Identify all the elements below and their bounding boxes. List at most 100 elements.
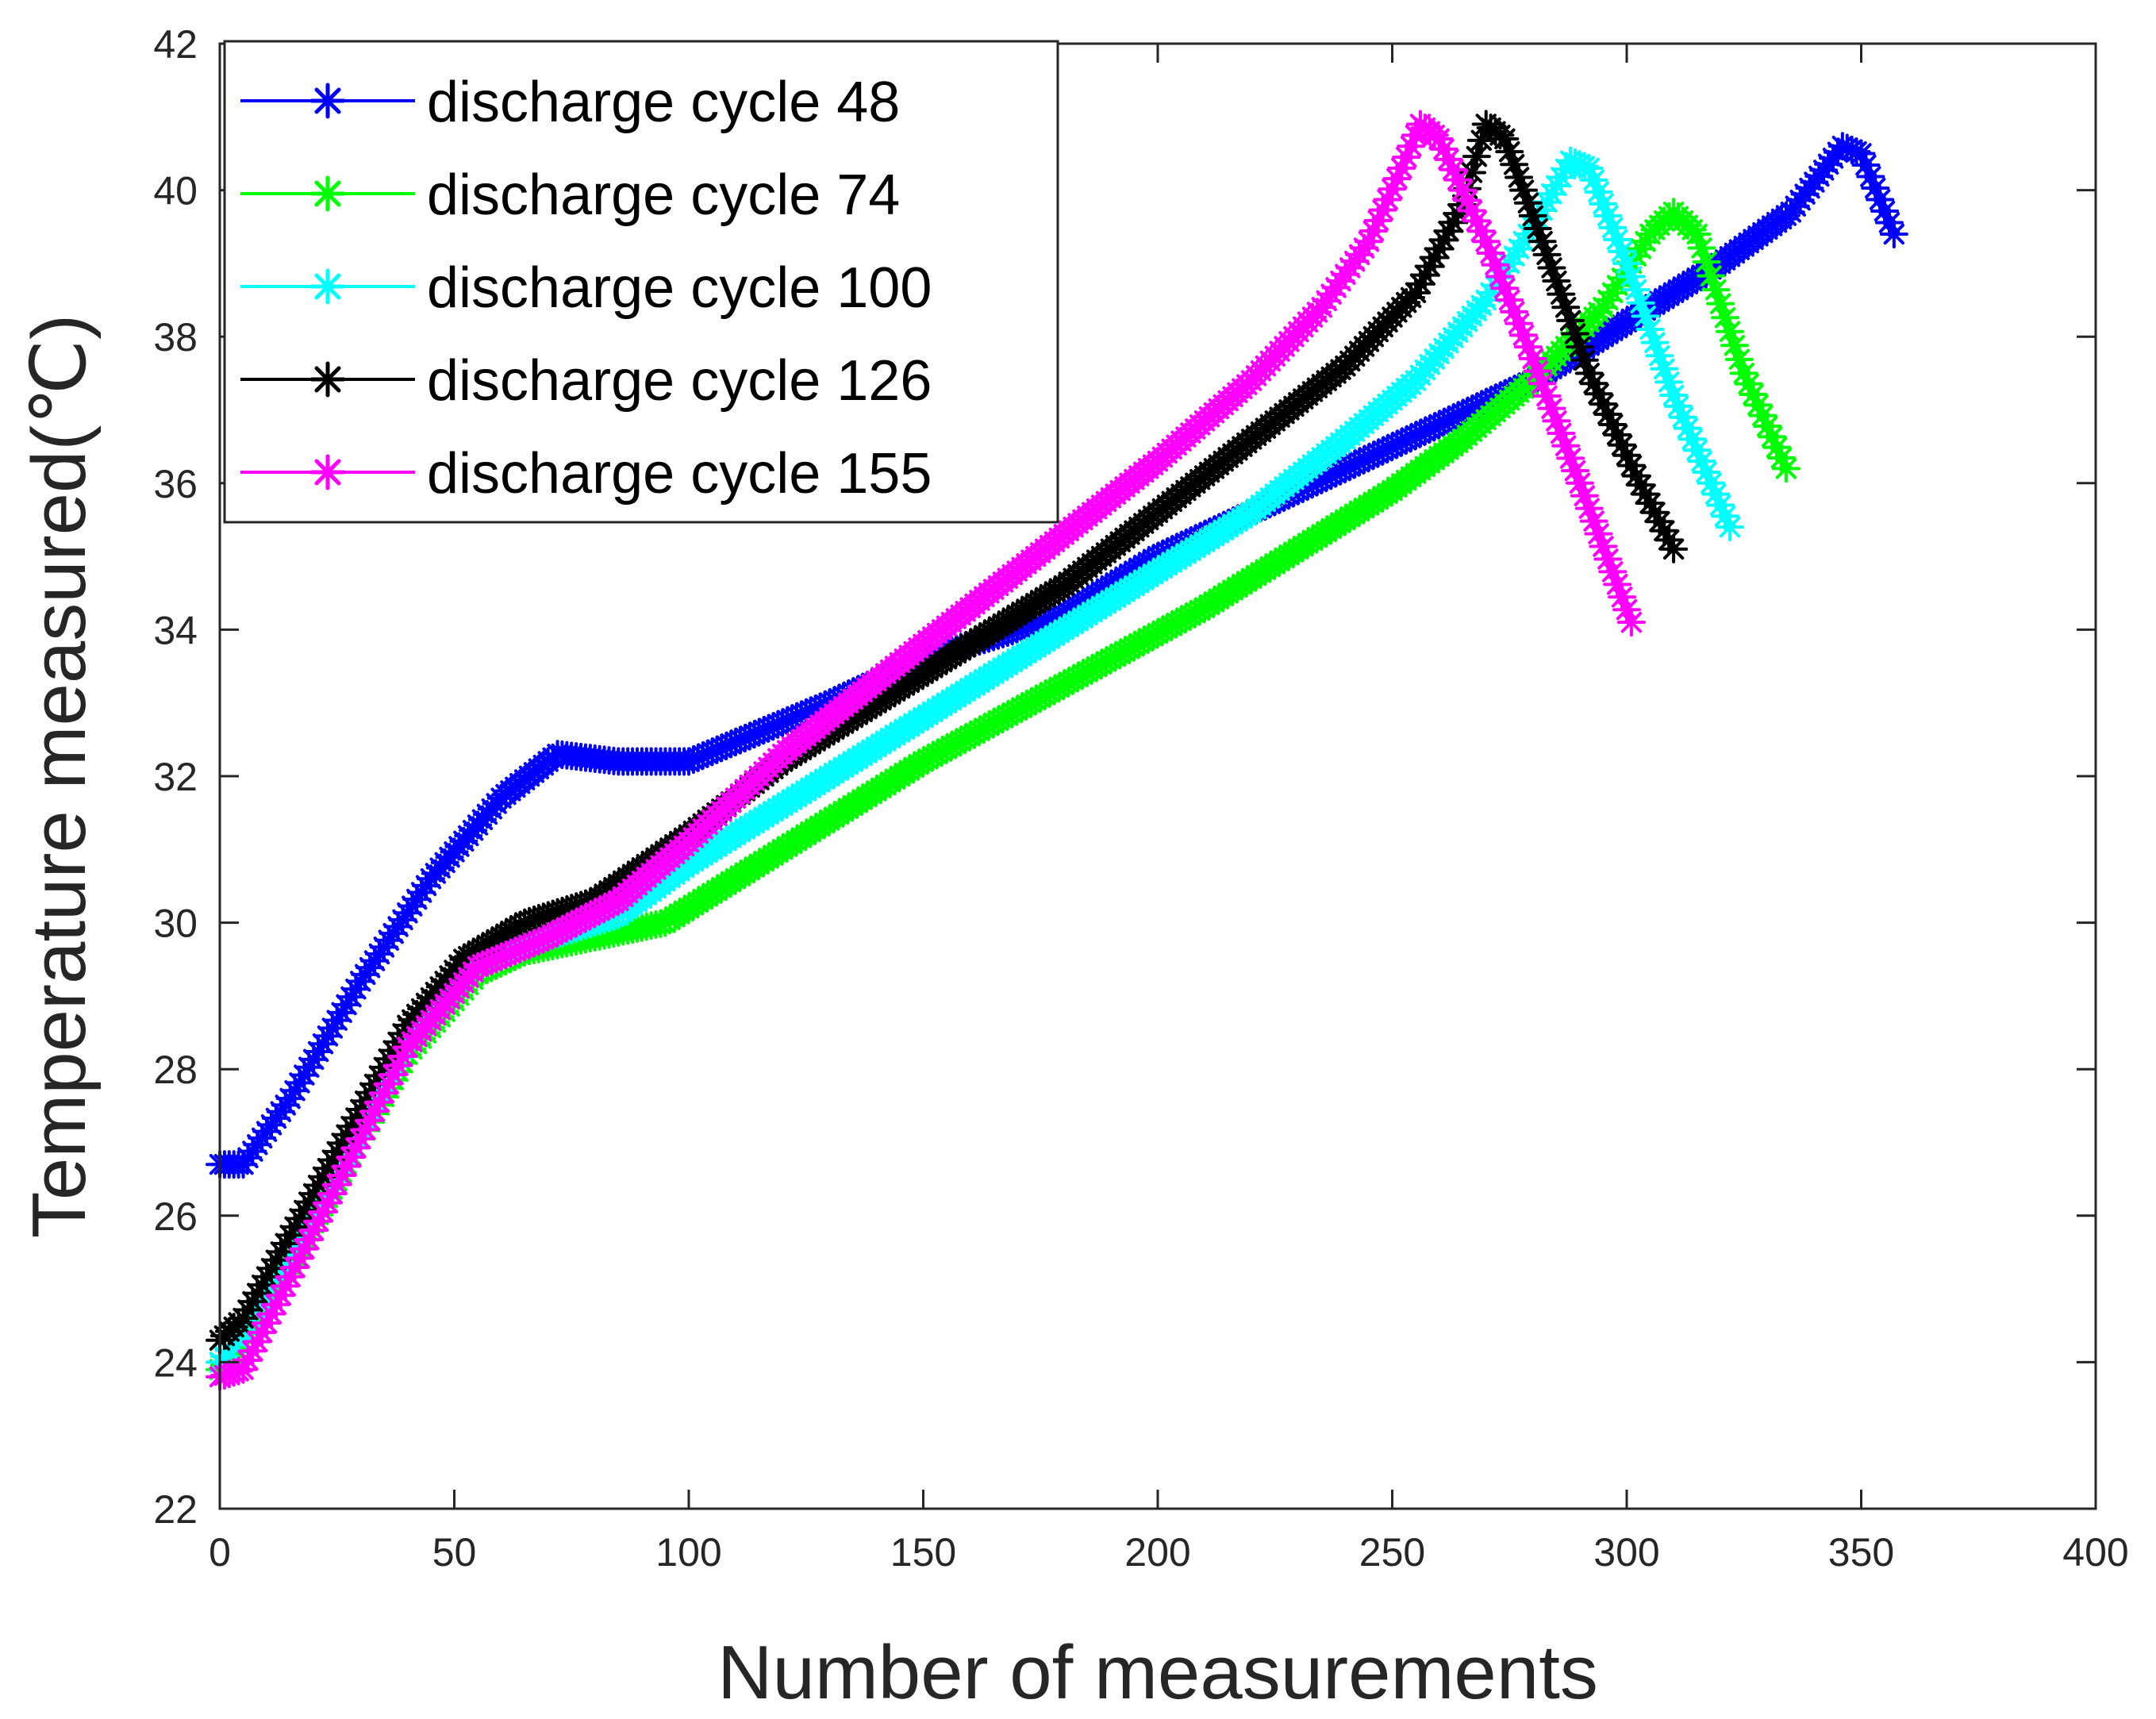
data-point <box>1457 196 1486 225</box>
y-tick-label: 26 <box>153 1194 198 1239</box>
data-point <box>740 720 769 749</box>
data-point <box>299 1216 329 1245</box>
data-point <box>1462 206 1491 236</box>
data-point <box>1359 440 1388 470</box>
data-point <box>1748 401 1777 430</box>
data-point <box>1711 303 1740 333</box>
x-tick-label: 400 <box>2062 1530 2128 1575</box>
data-point <box>1758 422 1787 452</box>
data-point <box>252 1309 282 1338</box>
data-point <box>1462 142 1491 171</box>
y-tick-label: 22 <box>153 1487 198 1532</box>
data-point <box>1565 150 1594 179</box>
data-point <box>1612 248 1641 278</box>
data-point <box>1500 241 1529 271</box>
data-point <box>1387 153 1416 183</box>
data-point <box>472 948 502 978</box>
data-point <box>1598 278 1628 307</box>
data-point <box>1542 171 1571 200</box>
data-point <box>1466 217 1496 246</box>
data-point <box>749 716 778 745</box>
data-point <box>290 1234 319 1263</box>
data-point <box>374 1044 403 1074</box>
data-point <box>317 1179 347 1209</box>
data-point <box>1513 219 1543 248</box>
data-point <box>1720 331 1749 360</box>
data-point <box>1682 219 1712 248</box>
data-point <box>1363 206 1393 235</box>
data-point <box>238 1336 267 1366</box>
data-point <box>1608 430 1637 460</box>
data-point <box>796 696 825 725</box>
data-point <box>543 917 572 947</box>
data-point <box>467 950 497 979</box>
data-point <box>1598 213 1628 242</box>
data-point <box>388 1042 417 1071</box>
data-point <box>275 1240 305 1270</box>
data-point <box>1631 479 1660 509</box>
axis-ticks: 0 50 100 150 200 250 300 350 400 22 24 26 28 30 32 34 36… <box>153 22 2128 1575</box>
legend-marker <box>309 175 346 212</box>
data-point <box>683 743 713 772</box>
x-tick-label: 350 <box>1828 1530 1894 1575</box>
data-point <box>1631 227 1660 256</box>
data-point <box>294 1052 324 1082</box>
data-point <box>1847 139 1876 168</box>
data-point <box>271 1229 300 1258</box>
legend: discharge cycle 48 discharge cycle 74 disc… <box>223 40 1059 524</box>
data-point <box>1476 238 1505 267</box>
data-point <box>1608 237 1637 266</box>
data-point <box>261 1290 290 1319</box>
x-tick-label: 50 <box>432 1530 477 1575</box>
data-point <box>674 747 703 776</box>
data-point <box>1616 451 1646 480</box>
data-point <box>1650 354 1679 383</box>
data-point <box>515 930 544 959</box>
x-tick-label: 200 <box>1124 1530 1190 1575</box>
data-point <box>1350 445 1379 475</box>
data-point <box>1547 279 1576 309</box>
data-point <box>304 1171 333 1200</box>
data-point <box>1359 217 1388 246</box>
data-point <box>309 1162 338 1191</box>
data-point <box>730 724 759 753</box>
data-point <box>791 698 821 728</box>
data-point <box>698 737 727 767</box>
data-point <box>1612 595 1641 625</box>
data-point <box>1312 463 1341 492</box>
data-point <box>275 1262 305 1291</box>
data-point <box>355 1106 385 1135</box>
data-point <box>1837 135 1866 164</box>
data-point <box>1326 456 1355 486</box>
data-point <box>383 1051 413 1080</box>
data-point <box>243 1327 272 1356</box>
data-point <box>336 983 366 1012</box>
data-point <box>524 926 553 956</box>
x-axis-title: Number of measurements <box>717 1630 1598 1715</box>
data-point <box>1879 219 1908 248</box>
data-point <box>1537 179 1566 209</box>
data-point <box>548 915 577 944</box>
data-point <box>299 1044 329 1074</box>
data-point <box>1434 406 1463 435</box>
data-point <box>1485 262 1515 291</box>
legend-label: discharge cycle 126 <box>427 349 932 413</box>
data-point <box>594 891 624 921</box>
data-point <box>248 1271 277 1300</box>
data-point <box>280 1253 309 1283</box>
data-point <box>1443 199 1473 229</box>
data-point <box>1753 412 1782 441</box>
data-point <box>1593 201 1623 230</box>
legend-label: discharge cycle 155 <box>427 442 932 506</box>
data-point <box>1603 225 1632 254</box>
data-point <box>1664 391 1693 421</box>
data-point <box>1405 419 1435 448</box>
data-point <box>285 1204 314 1233</box>
data-point <box>1616 608 1646 637</box>
data-point <box>1532 240 1562 269</box>
data-point <box>332 990 361 1019</box>
data-point <box>1354 443 1383 472</box>
data-point <box>1476 278 1505 307</box>
data-point <box>1645 507 1674 536</box>
data-point <box>496 938 525 967</box>
